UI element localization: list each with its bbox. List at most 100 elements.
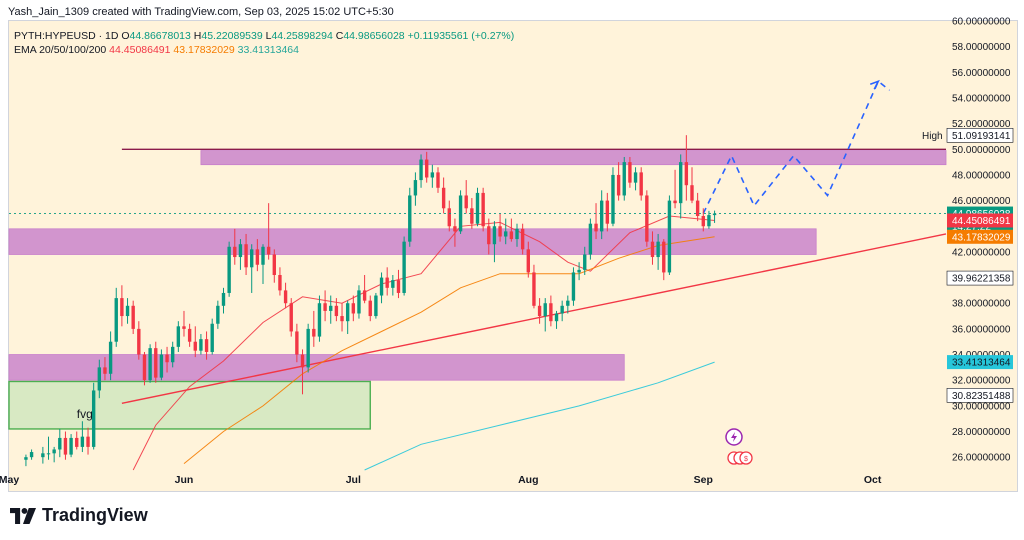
candle[interactable] bbox=[695, 192, 700, 222]
candle[interactable] bbox=[599, 190, 604, 240]
candle[interactable] bbox=[137, 321, 141, 360]
candle[interactable] bbox=[193, 326, 197, 358]
fvg-zone[interactable] bbox=[8, 380, 371, 430]
candle[interactable] bbox=[80, 421, 85, 453]
candle[interactable] bbox=[684, 135, 689, 201]
candle[interactable] bbox=[283, 282, 288, 309]
price-label-ema100[interactable]: 33.41313464 bbox=[947, 355, 1013, 370]
candle[interactable] bbox=[633, 167, 638, 191]
candle[interactable] bbox=[588, 218, 593, 260]
candle[interactable] bbox=[176, 321, 181, 352]
candle[interactable] bbox=[441, 177, 446, 214]
candle[interactable] bbox=[69, 434, 73, 458]
candle[interactable] bbox=[385, 267, 389, 296]
candle[interactable] bbox=[701, 208, 705, 232]
price-label-level[interactable]: 39.96221358 bbox=[946, 270, 1014, 286]
candle[interactable] bbox=[41, 446, 45, 464]
candle[interactable] bbox=[656, 233, 660, 270]
candle[interactable] bbox=[577, 262, 581, 281]
dividends-event-icon[interactable]: $ bbox=[727, 451, 753, 465]
candle[interactable] bbox=[29, 449, 34, 460]
candle[interactable] bbox=[58, 428, 62, 458]
price-projection-path[interactable] bbox=[702, 80, 891, 214]
candle[interactable] bbox=[447, 200, 451, 232]
candle[interactable] bbox=[278, 267, 282, 296]
candle[interactable] bbox=[532, 264, 536, 309]
resistance-zone[interactable] bbox=[200, 150, 947, 166]
candle[interactable] bbox=[379, 272, 384, 304]
candle[interactable] bbox=[216, 300, 220, 329]
candle[interactable] bbox=[300, 349, 305, 395]
candle[interactable] bbox=[323, 290, 327, 322]
candle[interactable] bbox=[430, 164, 435, 188]
candle[interactable] bbox=[108, 331, 113, 381]
candle[interactable] bbox=[317, 295, 322, 342]
candle[interactable] bbox=[368, 295, 372, 322]
ascending-trendline[interactable] bbox=[121, 233, 947, 404]
candle[interactable] bbox=[362, 275, 367, 304]
tradingview-brand[interactable]: TradingView bbox=[10, 505, 148, 526]
candle[interactable] bbox=[662, 239, 666, 281]
candle[interactable] bbox=[628, 156, 632, 188]
candle[interactable] bbox=[487, 218, 491, 255]
candle[interactable] bbox=[396, 269, 401, 299]
candle[interactable] bbox=[227, 241, 231, 297]
candle[interactable] bbox=[340, 303, 344, 332]
candle[interactable] bbox=[272, 249, 276, 283]
price-label-level[interactable]: 30.82351488 bbox=[946, 388, 1014, 403]
candle[interactable] bbox=[182, 310, 186, 337]
candle[interactable] bbox=[97, 359, 102, 399]
candle[interactable] bbox=[419, 154, 423, 188]
candle[interactable] bbox=[374, 292, 378, 319]
candle[interactable] bbox=[261, 244, 265, 284]
candle[interactable] bbox=[453, 218, 457, 247]
candle[interactable] bbox=[142, 351, 147, 386]
candle[interactable] bbox=[402, 236, 406, 296]
candle[interactable] bbox=[289, 298, 293, 337]
candle[interactable] bbox=[329, 295, 333, 324]
candle[interactable] bbox=[498, 213, 502, 242]
candle[interactable] bbox=[131, 300, 135, 335]
support-zone-upper[interactable] bbox=[8, 228, 817, 255]
candle[interactable] bbox=[91, 382, 96, 450]
candle[interactable] bbox=[159, 349, 164, 381]
candle[interactable] bbox=[238, 239, 243, 270]
candle[interactable] bbox=[204, 331, 209, 360]
candle[interactable] bbox=[221, 287, 226, 314]
candle[interactable] bbox=[170, 341, 175, 368]
candle[interactable] bbox=[712, 210, 717, 223]
candle[interactable] bbox=[165, 346, 169, 373]
candle[interactable] bbox=[470, 198, 474, 229]
candle[interactable] bbox=[679, 154, 683, 219]
candle[interactable] bbox=[125, 298, 130, 324]
candle[interactable] bbox=[526, 241, 530, 278]
candle[interactable] bbox=[515, 223, 519, 247]
candle[interactable] bbox=[187, 323, 192, 347]
lightning-event-icon[interactable] bbox=[725, 428, 743, 446]
candle[interactable] bbox=[650, 231, 655, 265]
candle[interactable] bbox=[554, 310, 559, 329]
legend-symbol[interactable]: PYTH:HYPEUSD · 1D bbox=[14, 30, 119, 42]
candle[interactable] bbox=[63, 431, 68, 460]
candle[interactable] bbox=[52, 446, 56, 463]
price-label-ema50[interactable]: 43.17832029 bbox=[947, 229, 1013, 244]
candle[interactable] bbox=[611, 167, 615, 227]
candle[interactable] bbox=[244, 233, 248, 276]
candle[interactable] bbox=[351, 295, 356, 322]
candle[interactable] bbox=[210, 318, 214, 355]
candle[interactable] bbox=[690, 167, 694, 204]
candle[interactable] bbox=[120, 285, 124, 327]
price-label-high[interactable]: 51.09193141 High bbox=[922, 128, 1014, 143]
candle[interactable] bbox=[357, 285, 361, 319]
candle[interactable] bbox=[154, 341, 158, 383]
candle[interactable] bbox=[391, 275, 395, 296]
candle[interactable] bbox=[199, 334, 203, 355]
candle[interactable] bbox=[334, 298, 339, 322]
candle[interactable] bbox=[504, 218, 508, 245]
candle[interactable] bbox=[571, 267, 576, 306]
candle[interactable] bbox=[481, 187, 485, 232]
candle[interactable] bbox=[75, 431, 79, 450]
candle[interactable] bbox=[24, 454, 28, 467]
candle[interactable] bbox=[413, 172, 418, 206]
